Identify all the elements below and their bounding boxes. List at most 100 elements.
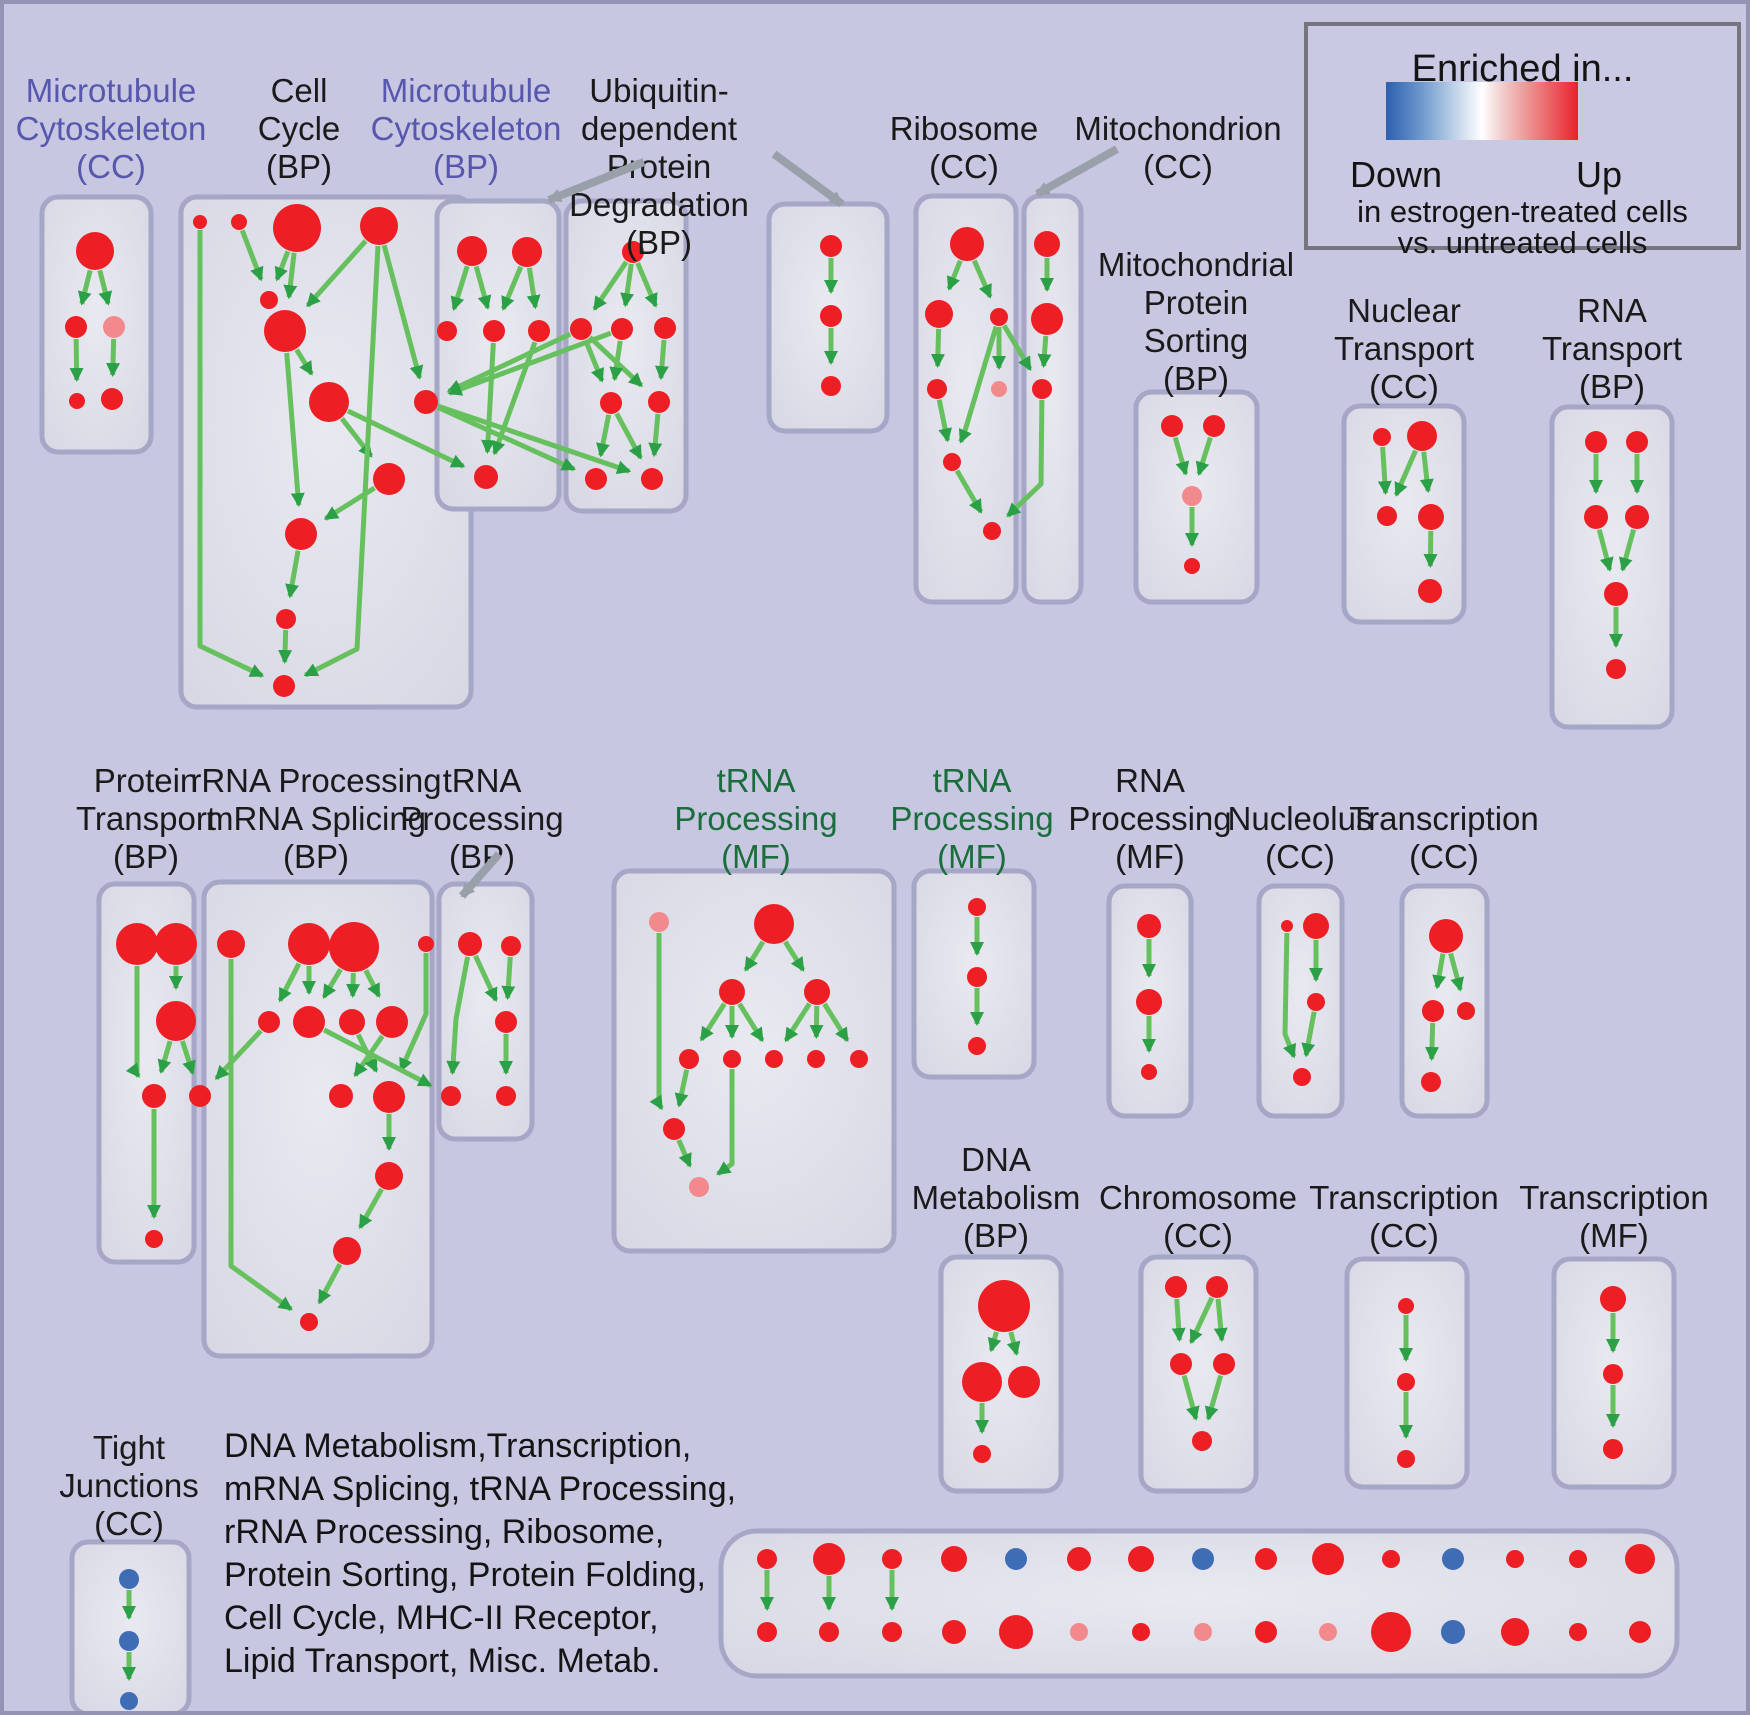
cluster-label-rnatrans: (BP) xyxy=(1579,368,1645,405)
transcc_mid-node-t xyxy=(1429,919,1463,953)
edge-arrow xyxy=(278,629,293,665)
bottom-panel-col3-top-node-undefined xyxy=(882,1549,902,1569)
nuctrans-node-m2 xyxy=(1418,504,1444,530)
ubi1-node-m1 xyxy=(600,392,622,414)
mt_cc-node-a xyxy=(76,232,114,270)
edge-arrow xyxy=(1424,1022,1439,1062)
edge-arrow xyxy=(363,969,382,998)
edge-arrow xyxy=(106,338,120,378)
edge-arrow xyxy=(180,1040,196,1076)
trnamf_big-node-f5 xyxy=(850,1050,868,1068)
cluster-box-chromosome xyxy=(1138,1254,1259,1494)
edge-arrow xyxy=(1204,1374,1224,1421)
cellcycle-node-c11 xyxy=(276,609,296,629)
cellcycle-node-c10 xyxy=(285,518,317,550)
edge-arrow xyxy=(592,260,629,311)
trnamf_big-node-g xyxy=(663,1118,685,1140)
cluster-box-rrna xyxy=(201,879,435,1359)
edge-arrow xyxy=(446,331,572,394)
edge-arrow xyxy=(822,1002,850,1043)
cluster-label-rrna: (BP) xyxy=(283,838,349,875)
edge-arrow xyxy=(284,352,305,508)
mps-node-t1 xyxy=(1161,415,1183,437)
edge-arrow xyxy=(97,269,113,306)
nuctrans-node-m1 xyxy=(1377,506,1397,526)
cellcycle-node-c7 xyxy=(309,382,349,422)
cluster-label-chromosome: Chromosome xyxy=(1099,1179,1297,1216)
cluster-label-cellcycle: (BP) xyxy=(266,148,332,185)
cluster-box-mito xyxy=(1021,193,1084,605)
cluster-label-prottrans: (BP) xyxy=(113,838,179,875)
edge-arrow xyxy=(958,325,999,444)
cluster-label-mito: (CC) xyxy=(1143,148,1213,185)
legend-down-label: Down xyxy=(1350,154,1443,195)
edge-arrow xyxy=(1037,335,1052,369)
edge-arrow xyxy=(583,339,605,383)
edge-arrow xyxy=(954,469,984,514)
edge-arrow xyxy=(77,269,93,306)
edge-arrow xyxy=(346,972,361,999)
ubi1-node-b2 xyxy=(641,468,663,490)
cluster-box-nucleolus xyxy=(1256,883,1345,1119)
nuctrans-node-b xyxy=(1418,579,1442,603)
mps-node-p xyxy=(1182,486,1202,506)
mt_cc-node-b xyxy=(65,316,87,338)
edge-arrow xyxy=(1596,528,1614,572)
edge-arrow xyxy=(197,230,265,678)
mt_bp-node-m1 xyxy=(437,321,457,341)
cluster-label-prottrans: Protein xyxy=(94,762,199,799)
cluster-label-ribosome: Ribosome xyxy=(890,110,1039,147)
rrna-node-b2 xyxy=(293,1006,325,1038)
cluster-label-mt_bp: Cytoskeleton xyxy=(371,110,562,147)
cluster-label-transcc_mid: Transcription xyxy=(1349,800,1539,837)
prottrans-node-b1 xyxy=(142,1084,166,1108)
edge-arrow xyxy=(1448,952,1465,992)
edge-arrow xyxy=(358,1187,384,1230)
cluster-label-trnabp: tRNA xyxy=(443,762,522,799)
edge-arrow xyxy=(971,259,993,299)
bottom-panel-col12-top-node-undefined xyxy=(1442,1548,1464,1570)
misc-note-line: rRNA Processing, Ribosome, xyxy=(224,1513,665,1551)
cluster-box-tightjunc xyxy=(69,1539,192,1711)
prottrans-node-bot xyxy=(145,1230,163,1248)
cluster-box-mt_cc xyxy=(39,194,154,455)
transcc_bot-node-v2 xyxy=(1397,1373,1415,1391)
trnabp-node-br xyxy=(496,1086,516,1106)
edge-arrow xyxy=(214,1029,263,1081)
nucleolus-node-t1 xyxy=(1281,920,1293,932)
edge-arrow xyxy=(1171,1298,1186,1343)
ubi1-node-t xyxy=(622,241,644,263)
cluster-box-transcc_mid xyxy=(1399,883,1490,1119)
misc-note-line: DNA Metabolism,Transcription, xyxy=(224,1427,692,1465)
cluster-label-rrna: mRNA Splicing xyxy=(206,800,426,837)
cellcycle-node-c5 xyxy=(260,291,278,309)
cellcycle-node-c2 xyxy=(231,214,247,230)
cellcycle-node-c8 xyxy=(414,390,438,414)
transcc_mid-node-m1 xyxy=(1422,1000,1444,1022)
edge-arrow xyxy=(473,265,492,310)
edge-arrow xyxy=(676,1139,693,1168)
edge-arrow xyxy=(987,1331,1002,1353)
cluster-label-dnametab: (BP) xyxy=(963,1217,1029,1254)
edge-arrow xyxy=(446,956,471,1076)
chromosome-node-m1 xyxy=(1170,1353,1192,1375)
edge-arrow xyxy=(737,1002,765,1043)
edge-arrow xyxy=(473,954,499,1003)
dnametab-node-m1 xyxy=(962,1362,1002,1402)
ribosome-node-t xyxy=(950,227,984,261)
annotation-arrow xyxy=(547,158,646,204)
misc-categories-note: DNA Metabolism,Transcription, mRNA Splic… xyxy=(224,1425,736,1683)
bottom-panel-col7-bottom-node-undefined xyxy=(1132,1623,1150,1641)
cluster-label-nucleolus: (CC) xyxy=(1265,838,1335,875)
legend: Enriched in... Down Up in estrogen-treat… xyxy=(1304,22,1741,260)
cluster-label-trnamf_small: (MF) xyxy=(937,838,1007,875)
bottom-panel-col10-top-node-undefined xyxy=(1312,1543,1344,1575)
edge-arrow xyxy=(346,408,466,469)
edge-arrow xyxy=(294,348,314,376)
trnamf_big-node-f3 xyxy=(765,1050,783,1068)
cluster-label-rnaproc: Processing xyxy=(1068,800,1231,837)
bottom-panel-col11-bottom-node-undefined xyxy=(1371,1612,1411,1652)
edge-arrow xyxy=(69,338,84,383)
label-layer: MicrotubuleCytoskeleton(CC)CellCycle(BP)… xyxy=(16,72,1709,1542)
rnaproc-node-v2 xyxy=(1136,989,1162,1015)
